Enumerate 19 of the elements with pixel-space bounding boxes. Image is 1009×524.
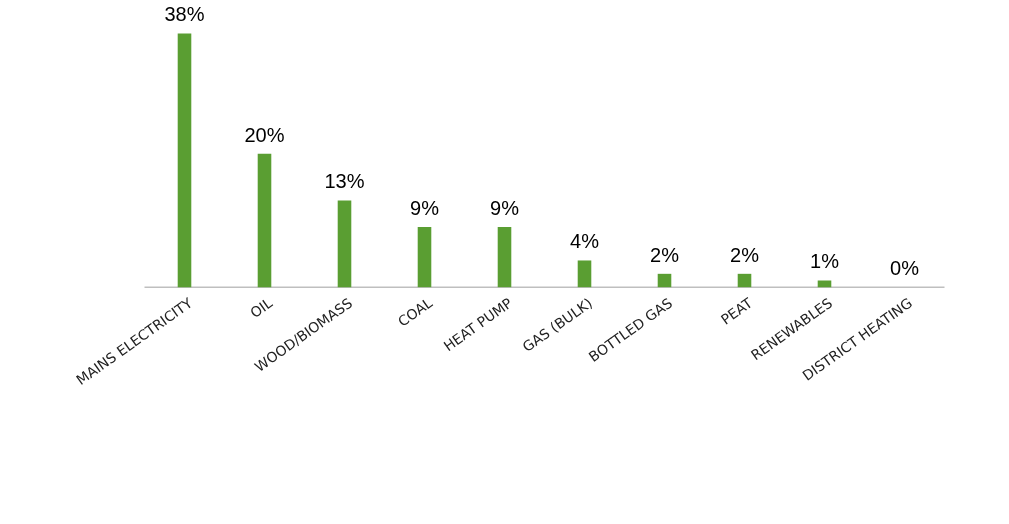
data-label: 20% — [244, 123, 285, 146]
bar — [657, 273, 672, 288]
data-label: 1% — [810, 250, 840, 273]
bar — [177, 33, 192, 288]
data-label: 13% — [324, 170, 365, 193]
bar — [817, 280, 832, 288]
bar — [257, 153, 272, 288]
bar — [577, 260, 592, 288]
data-label: 0% — [890, 257, 920, 280]
data-label: 2% — [650, 243, 680, 266]
data-label: 2% — [730, 243, 760, 266]
bar — [337, 200, 352, 288]
bar — [737, 273, 752, 288]
bar — [417, 227, 432, 288]
bar — [497, 227, 512, 288]
data-label: 9% — [490, 197, 520, 220]
data-label: 4% — [570, 230, 600, 253]
data-label: 9% — [410, 197, 440, 220]
data-label: 38% — [164, 3, 205, 26]
